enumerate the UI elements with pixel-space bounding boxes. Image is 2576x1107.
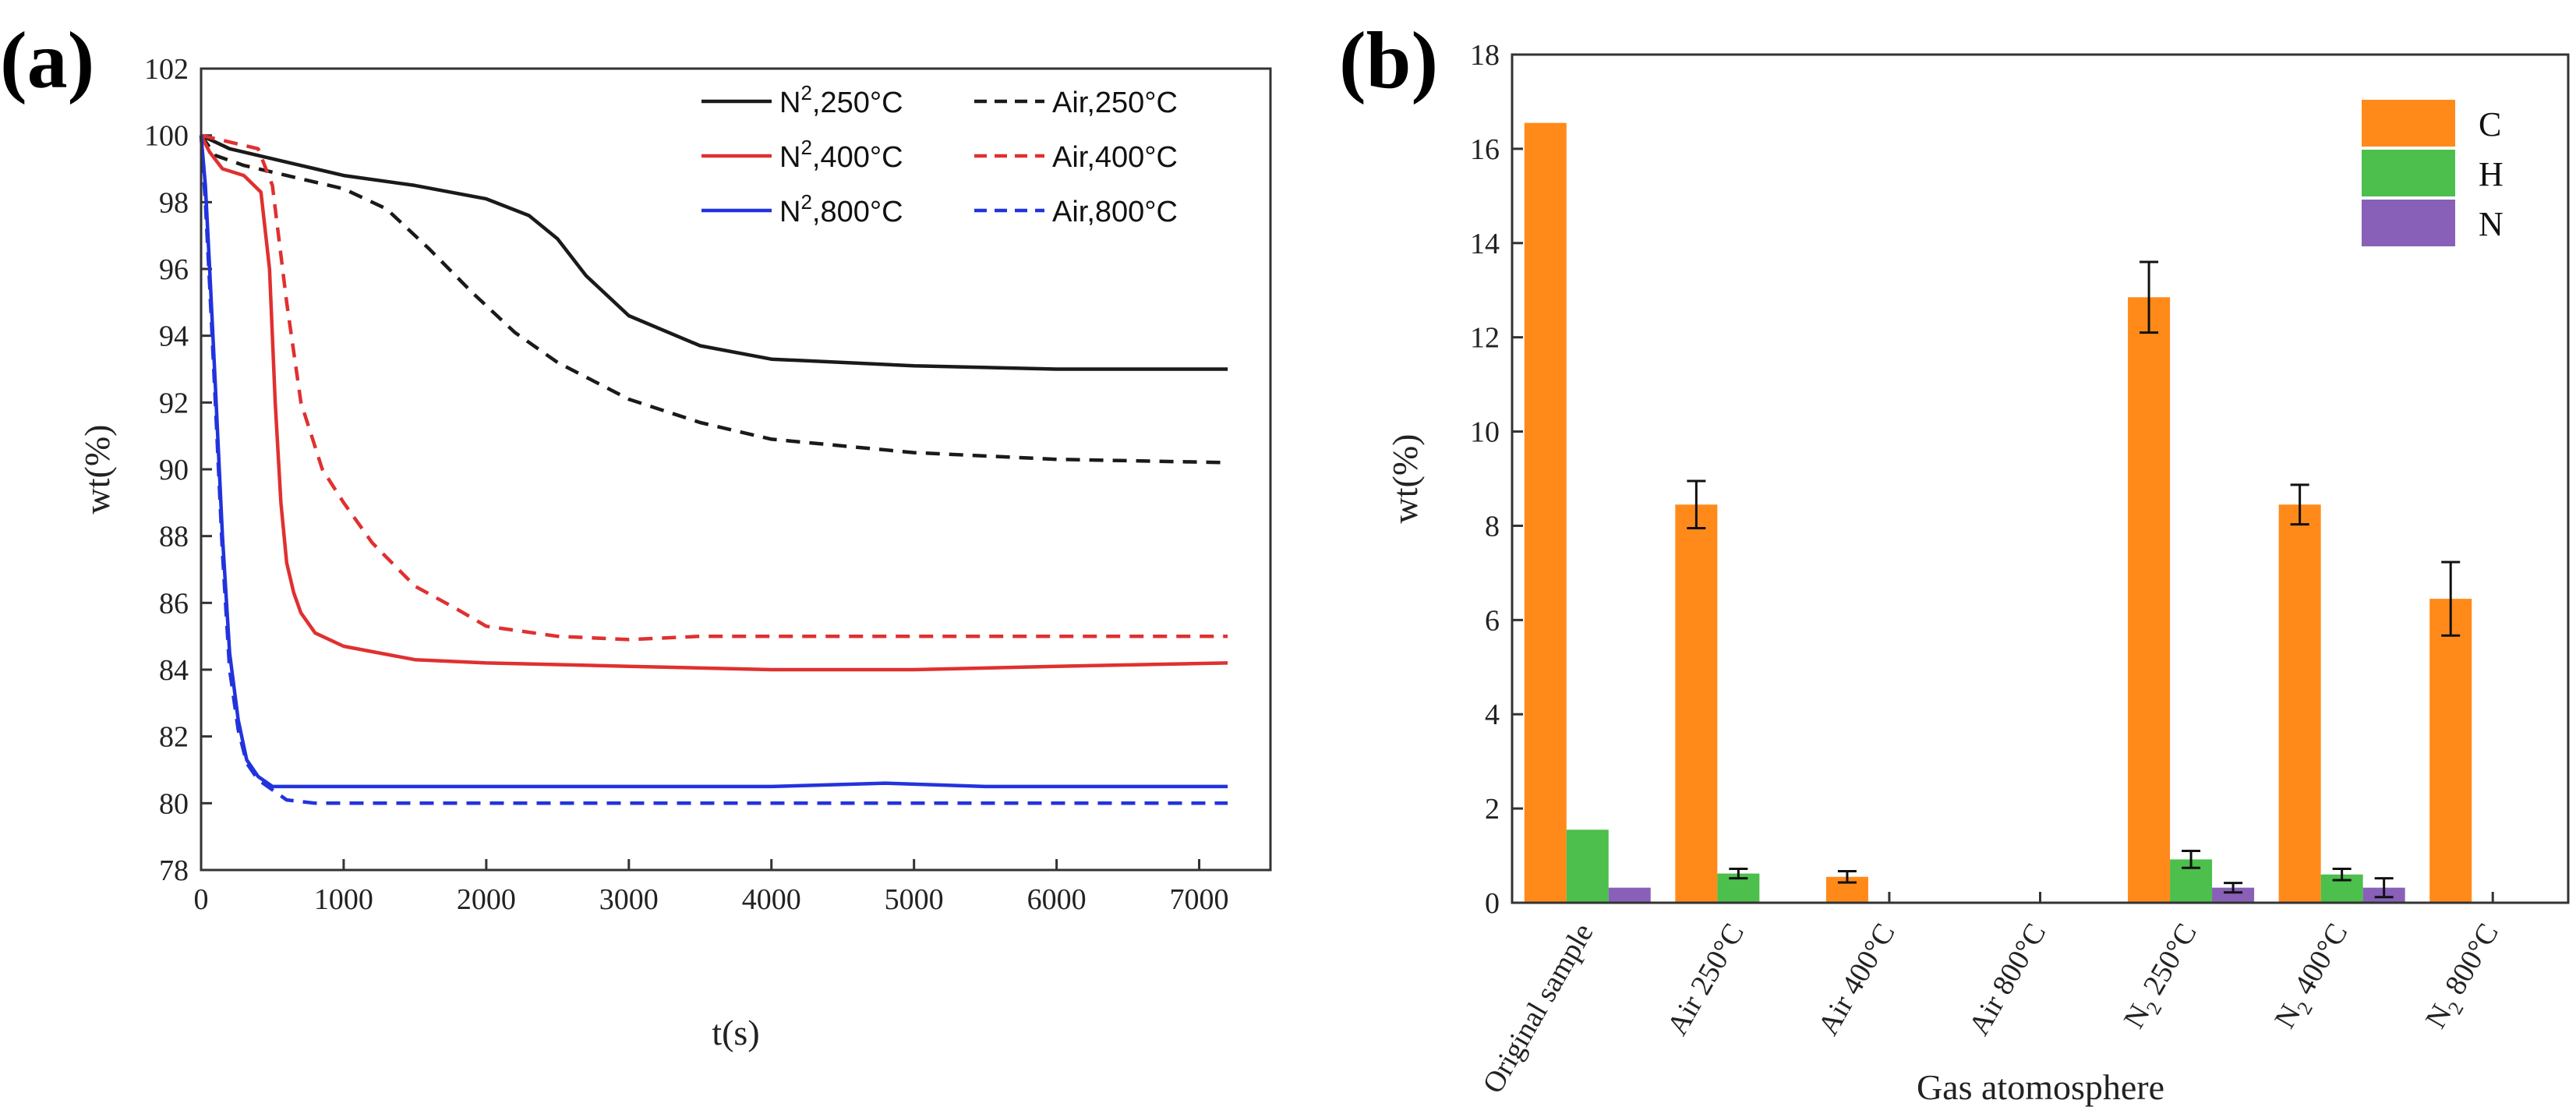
- category-label-main: Air 400°C: [1811, 918, 1901, 1042]
- y-tick-label: 2: [1485, 793, 1500, 826]
- category-label: Air 800°C: [1963, 918, 2052, 1042]
- category-label-rest: 800°C: [2435, 918, 2505, 1007]
- legend-swatch-N: [2362, 200, 2455, 246]
- legend-label: Air,800°C: [1052, 196, 1178, 228]
- panel-a-line-chart: (a) 0 1000 2000 3000 4000 5000 6000 7000 78 80 82 8…: [0, 16, 1272, 1052]
- legend-label-rest: ,800°C: [812, 196, 903, 228]
- legend-label-sup: 2: [800, 81, 811, 104]
- legend-label: Air,250°C: [1052, 87, 1178, 119]
- panel-a-x-axis-title: t(s): [712, 1013, 759, 1052]
- bar-C: [2429, 599, 2472, 903]
- legend-label-sup: 2: [800, 190, 811, 214]
- y-tick-label: 18: [1470, 39, 1500, 72]
- x-tick-label: 0: [194, 883, 209, 916]
- y-tick-label: 10: [1470, 416, 1500, 449]
- series-line: [200, 133, 1228, 642]
- legend-label-main: Air,800°C: [1052, 196, 1178, 228]
- legend-label: N2,250°C: [779, 81, 903, 119]
- legend-swatch-C: [2362, 100, 2455, 147]
- legend-label: N2,800°C: [779, 190, 903, 228]
- y-tick-label: 90: [159, 454, 189, 486]
- legend-label-main: N: [779, 141, 800, 174]
- y-tick-label: 6: [1485, 604, 1500, 637]
- y-tick-label: 78: [159, 854, 189, 887]
- panel-b-plot-frame: [1511, 53, 2570, 904]
- panel-a-plot-frame: [200, 67, 1272, 872]
- bar-C: [2278, 504, 2321, 903]
- y-tick-label: 102: [144, 53, 189, 86]
- category-label-main: Air 250°C: [1661, 918, 1751, 1042]
- x-tick-label: 2000: [457, 883, 516, 916]
- bar-C: [1675, 504, 1718, 903]
- y-tick-label: 82: [159, 721, 189, 754]
- panel-b-x-axis-title: Gas atomosphere: [1917, 1067, 2164, 1107]
- x-tick-label: 5000: [885, 883, 944, 916]
- panel-a-label: (a): [0, 16, 94, 105]
- y-tick-label: 14: [1470, 228, 1500, 260]
- legend-label: Air,400°C: [1052, 141, 1178, 174]
- panel-b-bars: [1524, 122, 2472, 904]
- y-tick-label: 0: [1485, 887, 1500, 920]
- y-tick-label: 86: [159, 587, 189, 620]
- bar-C: [1524, 122, 1567, 904]
- legend-label-rest: ,250°C: [812, 87, 903, 119]
- category-label-rest: 400°C: [2284, 918, 2355, 1007]
- category-label: Air 400°C: [1811, 918, 1901, 1042]
- category-label-main: Air 800°C: [1963, 918, 2052, 1042]
- bar-H: [1566, 829, 1609, 903]
- y-tick-label: 96: [159, 253, 189, 286]
- category-label: N2 400°C: [2268, 918, 2359, 1037]
- bar-N: [1608, 887, 1651, 903]
- legend-label-main: N: [779, 196, 800, 228]
- category-label: Original sample: [1476, 918, 1599, 1099]
- legend-label-main: N: [779, 87, 800, 119]
- y-tick-label: 4: [1485, 699, 1500, 731]
- series-line: [199, 135, 1228, 805]
- panel-a-series-lines: [199, 133, 1228, 805]
- legend-label-main: Air,400°C: [1052, 141, 1178, 174]
- x-tick-label: 3000: [599, 883, 659, 916]
- y-tick-label: 94: [159, 320, 189, 353]
- bar-N: [2212, 887, 2255, 903]
- panel-b-bar-chart: (b) 0 2 4 6 8 10 12 14 16 18 Original sample Air 2…: [1339, 16, 2570, 1107]
- category-label: Air 250°C: [1661, 918, 1751, 1042]
- category-label: N2 800°C: [2419, 918, 2510, 1037]
- legend-label: N2,400°C: [779, 136, 903, 174]
- legend-label: C: [2479, 105, 2501, 143]
- legend-label-sup: 2: [800, 136, 811, 159]
- bar-C: [2128, 297, 2171, 903]
- panel-a-y-axis-title: wt(%): [77, 425, 117, 515]
- y-tick-label: 84: [159, 654, 189, 687]
- panel-a-ticks: 0 1000 2000 3000 4000 5000 6000 7000 78 80 82 84 86 8…: [144, 53, 1229, 916]
- y-tick-label: 98: [159, 186, 189, 219]
- series-line: [200, 133, 1228, 371]
- panel-a-legend: N2,250°C Air,250°CN2,400°C Air,400°CN2,800…: [701, 81, 1178, 228]
- series-line: [200, 134, 1228, 465]
- x-tick-label: 6000: [1027, 883, 1087, 916]
- y-tick-label: 100: [144, 120, 189, 153]
- x-tick-label: 7000: [1170, 883, 1229, 916]
- legend-label-main: Air,250°C: [1052, 87, 1178, 119]
- category-label-rest: 250°C: [2133, 918, 2203, 1007]
- y-tick-label: 88: [159, 521, 189, 554]
- legend-label-rest: ,400°C: [812, 141, 903, 174]
- y-tick-label: 16: [1470, 133, 1500, 166]
- category-label: N2 250°C: [2118, 918, 2208, 1037]
- panel-b-ticks: 0 2 4 6 8 10 12 14 16 18: [1470, 39, 2494, 920]
- series-line: [199, 134, 1228, 672]
- y-tick-label: 92: [159, 387, 189, 419]
- legend-label: H: [2479, 155, 2504, 193]
- panel-b-legend: CHN: [2362, 100, 2504, 246]
- panel-b-label: (b): [1339, 16, 1438, 105]
- x-tick-label: 4000: [742, 883, 801, 916]
- legend-label: N: [2479, 205, 2504, 243]
- y-tick-label: 12: [1470, 322, 1500, 355]
- panel-b-y-axis-title: wt(%): [1385, 434, 1425, 524]
- x-tick-label: 1000: [314, 883, 373, 916]
- category-label-main: Original sample: [1476, 918, 1599, 1099]
- y-tick-label: 80: [159, 787, 189, 820]
- legend-swatch-H: [2362, 150, 2455, 196]
- y-tick-label: 8: [1485, 510, 1500, 543]
